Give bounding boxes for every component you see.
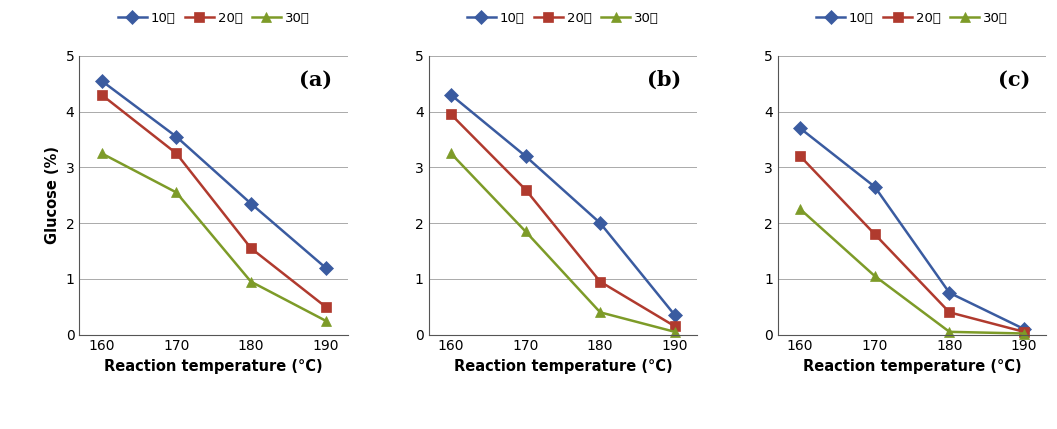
- Line: 30분: 30분: [97, 148, 331, 326]
- Text: (c): (c): [998, 69, 1031, 90]
- 30분: [244, 279, 257, 284]
- 10분: [594, 221, 607, 226]
- 30분: [519, 229, 532, 234]
- 20분: [943, 310, 956, 315]
- 30분: [445, 151, 458, 156]
- 10분: [95, 78, 108, 83]
- 30분: [170, 190, 183, 195]
- 30분: [95, 151, 108, 156]
- 30분: [668, 329, 681, 335]
- 10분: [519, 154, 532, 159]
- Line: 10분: 10분: [97, 76, 331, 272]
- Line: 20분: 20분: [795, 151, 1028, 337]
- Line: 30분: 30분: [795, 204, 1028, 338]
- 10분: [794, 126, 806, 131]
- 30분: [943, 329, 956, 335]
- 20분: [244, 245, 257, 251]
- 30분: [594, 310, 607, 315]
- 10분: [869, 184, 882, 190]
- 30분: [869, 274, 882, 279]
- 20분: [95, 92, 108, 97]
- 20분: [1018, 329, 1031, 335]
- 30분: [1018, 331, 1031, 336]
- Legend: 10분, 20분, 30분: 10분, 20분, 30분: [112, 6, 315, 30]
- 20분: [794, 154, 806, 159]
- Line: 10분: 10분: [446, 90, 680, 320]
- 10분: [319, 265, 332, 270]
- 20분: [869, 232, 882, 237]
- 20분: [319, 304, 332, 309]
- 20분: [445, 112, 458, 117]
- 20분: [170, 151, 183, 156]
- Legend: 10분, 20분, 30분: 10분, 20분, 30분: [462, 6, 664, 30]
- Line: 10분: 10분: [795, 124, 1028, 334]
- X-axis label: Reaction temperature (°C): Reaction temperature (°C): [105, 359, 323, 374]
- 30분: [794, 206, 806, 211]
- Legend: 10분, 20분, 30분: 10분, 20분, 30분: [811, 6, 1014, 30]
- 20분: [519, 187, 532, 192]
- 30분: [319, 318, 332, 323]
- 10분: [943, 290, 956, 295]
- Text: (a): (a): [299, 69, 332, 90]
- Line: 20분: 20분: [446, 109, 680, 331]
- X-axis label: Reaction temperature (°C): Reaction temperature (°C): [802, 359, 1021, 374]
- Line: 20분: 20분: [97, 90, 331, 311]
- X-axis label: Reaction temperature (°C): Reaction temperature (°C): [453, 359, 672, 374]
- 10분: [1018, 326, 1031, 332]
- 10분: [668, 312, 681, 317]
- 10분: [244, 201, 257, 206]
- Line: 30분: 30분: [446, 148, 680, 337]
- 10분: [170, 134, 183, 139]
- 20분: [668, 323, 681, 329]
- 20분: [594, 279, 607, 284]
- Text: (b): (b): [647, 69, 681, 90]
- Y-axis label: Glucose (%): Glucose (%): [45, 146, 60, 244]
- 10분: [445, 92, 458, 97]
